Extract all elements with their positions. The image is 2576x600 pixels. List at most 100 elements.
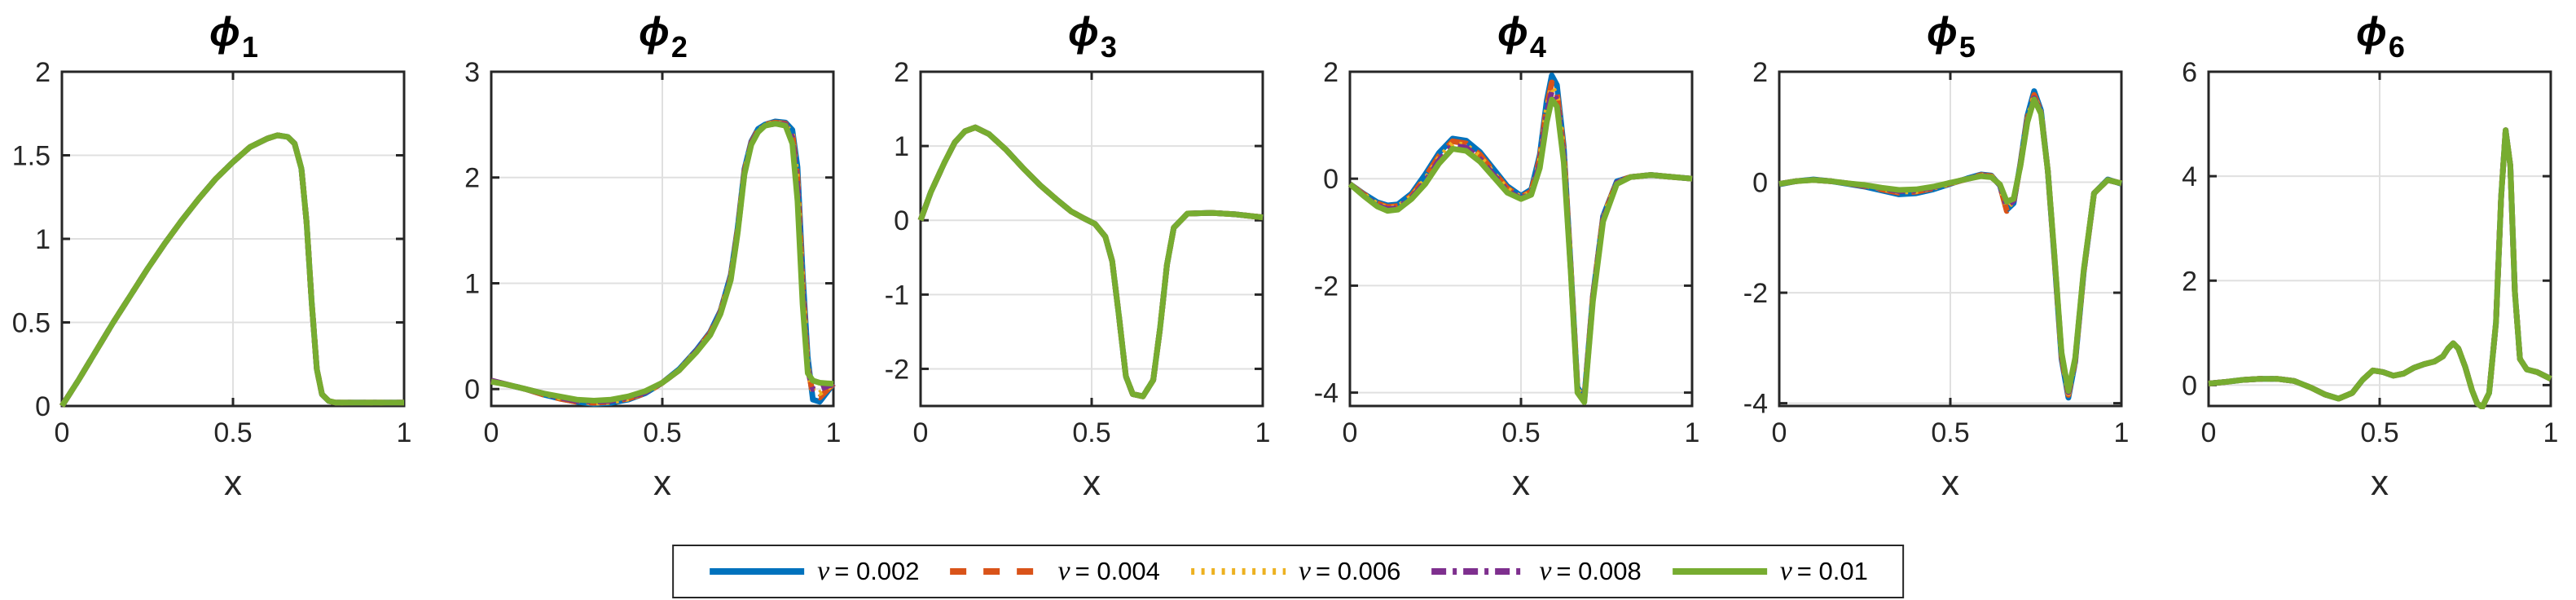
subplot-phi-6: 0 0.5 1 0 2 4 6 ϕ6 x bbox=[2147, 0, 2576, 600]
plot-area: 0 0.5 1 -4 -2 0 2 bbox=[1314, 57, 1700, 448]
plot-area: 0 0.5 1 0 2 4 6 bbox=[2182, 57, 2559, 448]
y-tick-label: 1 bbox=[894, 131, 909, 162]
phi-subscript: 2 bbox=[670, 30, 688, 64]
phi-subscript: 1 bbox=[241, 30, 258, 64]
subplot-title: ϕ4 bbox=[1350, 8, 1692, 64]
y-tick-label: 0 bbox=[1323, 164, 1339, 195]
subplot-title: ϕ1 bbox=[62, 8, 404, 64]
x-tick-label: 1 bbox=[1255, 417, 1271, 448]
curve-ν=0.01 bbox=[2208, 127, 2552, 409]
legend-line-sample bbox=[1190, 568, 1286, 575]
legend-item-nu-0.004: ν = 0.004 bbox=[949, 556, 1160, 587]
x-tick-label: 0 bbox=[1772, 417, 1787, 448]
legend-line-sample bbox=[1431, 568, 1527, 575]
phi-subscript: 5 bbox=[1958, 30, 1976, 64]
x-tick-label: 0 bbox=[1343, 417, 1358, 448]
y-tick-label: 0 bbox=[894, 205, 909, 236]
legend-item-nu-0.006: ν = 0.006 bbox=[1189, 556, 1400, 587]
y-tick-label: 0 bbox=[464, 374, 480, 405]
x-tick-label: 0.5 bbox=[2360, 417, 2398, 448]
subplot-phi-4: 0 0.5 1 -4 -2 0 2 ϕ4 x bbox=[1288, 0, 1717, 600]
nu-symbol: ν bbox=[1298, 556, 1312, 586]
legend-line-sample bbox=[950, 568, 1045, 575]
legend-label: ν = 0.004 bbox=[1058, 556, 1160, 587]
y-tick-label: 0 bbox=[1752, 168, 1768, 199]
nu-symbol: ν bbox=[1779, 556, 1792, 586]
subplot-phi-3: 0 0.5 1 -2 -1 0 1 2 ϕ3 x bbox=[859, 0, 1288, 600]
x-tick-label: 0 bbox=[484, 417, 499, 448]
phi-subscript: 6 bbox=[2388, 30, 2405, 64]
x-tick-label: 0.5 bbox=[643, 417, 681, 448]
y-tick-label: 0 bbox=[2182, 370, 2197, 401]
phi-subscript: 4 bbox=[1529, 30, 1546, 64]
nu-symbol: ν bbox=[817, 556, 830, 586]
legend-box: ν = 0.002 ν = 0.004 ν = 0.006 ν = 0.008 ν = 0… bbox=[672, 545, 1904, 598]
legend-value: = 0.008 bbox=[1556, 557, 1642, 585]
y-tick-label: 0 bbox=[35, 391, 51, 422]
y-tick-label: 2 bbox=[464, 163, 480, 194]
subplot-phi-2: 0 0.5 1 0 1 2 3 ϕ2 x bbox=[429, 0, 859, 600]
legend-label: ν = 0.01 bbox=[1780, 556, 1868, 587]
y-tick-label: -2 bbox=[1314, 271, 1339, 302]
legend-label: ν = 0.008 bbox=[1539, 556, 1641, 587]
x-tick-label: 0 bbox=[55, 417, 70, 448]
subplot-title: ϕ6 bbox=[2209, 8, 2551, 64]
legend-line-sample bbox=[710, 568, 805, 575]
legend-label: ν = 0.002 bbox=[817, 556, 919, 587]
y-tick-label: -4 bbox=[1314, 378, 1339, 409]
plot-area: 0 0.5 1 0 0.5 1 1.5 2 bbox=[12, 57, 412, 448]
phi-subscript: 3 bbox=[1100, 30, 1117, 64]
curve-ν=0.01 bbox=[917, 124, 1264, 399]
curve-ν=0.01 bbox=[1347, 96, 1693, 405]
y-tick-label: 2 bbox=[1323, 57, 1339, 88]
plot-area: 0 0.5 1 -4 -2 0 2 bbox=[1743, 57, 2130, 448]
nu-symbol: ν bbox=[1539, 556, 1552, 586]
curve-ν=0.01 bbox=[490, 121, 834, 404]
plot-area: 0 0.5 1 0 1 2 3 bbox=[464, 57, 842, 448]
subplot-phi-5: 0 0.5 1 -4 -2 0 2 ϕ5 x bbox=[1717, 0, 2147, 600]
phi-symbol: ϕ bbox=[209, 9, 240, 55]
y-tick-label: 1.5 bbox=[12, 141, 51, 172]
y-tick-label: -4 bbox=[1743, 389, 1768, 420]
subplot-title: ϕ5 bbox=[1779, 8, 2121, 64]
x-tick-label: 1 bbox=[2543, 417, 2559, 448]
subplot-title: ϕ3 bbox=[921, 8, 1263, 64]
x-axis-label: x bbox=[1083, 463, 1101, 503]
curve-ν=0.01 bbox=[59, 132, 404, 408]
legend-value: = 0.004 bbox=[1075, 557, 1160, 585]
phi-symbol: ϕ bbox=[1927, 9, 1958, 55]
x-tick-label: 0.5 bbox=[1072, 417, 1110, 448]
legend-item-nu-0.008: ν = 0.008 bbox=[1430, 556, 1642, 587]
y-tick-label: 2 bbox=[35, 57, 51, 88]
y-tick-label: 1 bbox=[464, 268, 480, 299]
x-axis-label: x bbox=[224, 463, 242, 503]
y-tick-label: 4 bbox=[2182, 161, 2197, 192]
legend-item-nu-0.01: ν = 0.01 bbox=[1671, 556, 1868, 587]
x-tick-label: 1 bbox=[2114, 417, 2130, 448]
legend-value: = 0.006 bbox=[1316, 557, 1401, 585]
x-tick-label: 1 bbox=[826, 417, 842, 448]
x-tick-label: 0.5 bbox=[1501, 417, 1540, 448]
y-tick-label: 3 bbox=[464, 57, 480, 88]
y-tick-label: -2 bbox=[1743, 278, 1768, 309]
y-tick-label: 1 bbox=[35, 224, 51, 255]
legend-item-nu-0.002: ν = 0.002 bbox=[708, 556, 920, 587]
subplot-phi-1: 0 0.5 1 0 0.5 1 1.5 2 ϕ1 x bbox=[0, 0, 429, 600]
subplot-title: ϕ2 bbox=[491, 8, 833, 64]
x-axis-label: x bbox=[1512, 463, 1530, 503]
y-tick-label: -2 bbox=[885, 354, 909, 385]
y-tick-label: -1 bbox=[885, 280, 909, 311]
legend-value: = 0.002 bbox=[834, 557, 920, 585]
curve-ν=0.01 bbox=[1778, 96, 2122, 395]
phi-symbol: ϕ bbox=[639, 9, 670, 55]
y-tick-label: 6 bbox=[2182, 57, 2197, 88]
y-tick-label: 0.5 bbox=[12, 308, 51, 339]
x-tick-label: 1 bbox=[1685, 417, 1700, 448]
x-tick-label: 1 bbox=[397, 417, 412, 448]
legend-label: ν = 0.006 bbox=[1299, 556, 1400, 587]
x-axis-label: x bbox=[653, 463, 671, 503]
x-axis-label: x bbox=[2371, 463, 2389, 503]
x-tick-label: 0 bbox=[913, 417, 929, 448]
x-tick-label: 0.5 bbox=[213, 417, 252, 448]
